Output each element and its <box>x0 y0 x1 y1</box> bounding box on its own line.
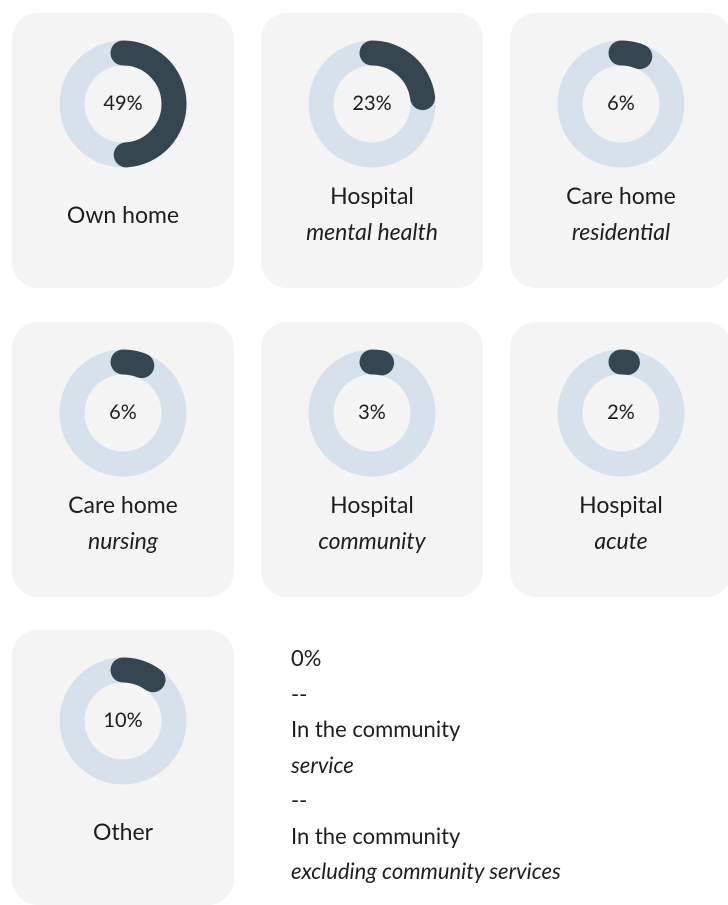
card: 23% Hospital mental health <box>261 13 483 288</box>
value-label: 6% <box>607 91 635 115</box>
donut: 10% <box>58 656 188 786</box>
donut: 6% <box>556 39 686 169</box>
note-line: -- <box>291 782 561 818</box>
card: 10% Other <box>12 630 234 905</box>
donut-arc <box>621 53 640 57</box>
card-label: Hospital <box>261 490 483 518</box>
card: 3% Hospital community <box>261 322 483 597</box>
card-sublabel: residential <box>510 217 728 245</box>
note-line: In the community <box>291 818 561 854</box>
card-sublabel: nursing <box>12 526 234 554</box>
value-label: 10% <box>103 708 142 732</box>
card-sublabel: mental health <box>261 217 483 245</box>
card-label: Own home <box>12 200 234 228</box>
donut: 49% <box>58 39 188 169</box>
value-label: 3% <box>358 400 386 424</box>
donut-arc <box>123 670 153 680</box>
value-label: 6% <box>109 400 137 424</box>
note-line: service <box>291 747 561 783</box>
card-label: Hospital <box>510 490 728 518</box>
note-line: -- <box>291 676 561 712</box>
card-label: Care home <box>12 490 234 518</box>
donut: 23% <box>307 39 437 169</box>
card-label: Hospital <box>261 181 483 209</box>
donut: 3% <box>307 348 437 478</box>
card: 2% Hospital acute <box>510 322 728 597</box>
card-label: Care home <box>510 181 728 209</box>
value-label: 23% <box>352 91 391 115</box>
donut-arc <box>123 362 142 366</box>
card: 6% Care home nursing <box>12 322 234 597</box>
card-label: Other <box>12 817 234 845</box>
donut: 2% <box>556 348 686 478</box>
note-line: 0% <box>291 640 561 676</box>
value-label: 2% <box>607 400 635 424</box>
note-line: In the community <box>291 711 561 747</box>
card-sublabel: community <box>261 526 483 554</box>
value-label: 49% <box>103 91 142 115</box>
card: 49% Own home <box>12 13 234 288</box>
card: 6% Care home residential <box>510 13 728 288</box>
card-sublabel: acute <box>510 526 728 554</box>
note-line: excluding community services <box>291 853 561 889</box>
donut-arc <box>372 362 382 363</box>
donut: 6% <box>58 348 188 478</box>
